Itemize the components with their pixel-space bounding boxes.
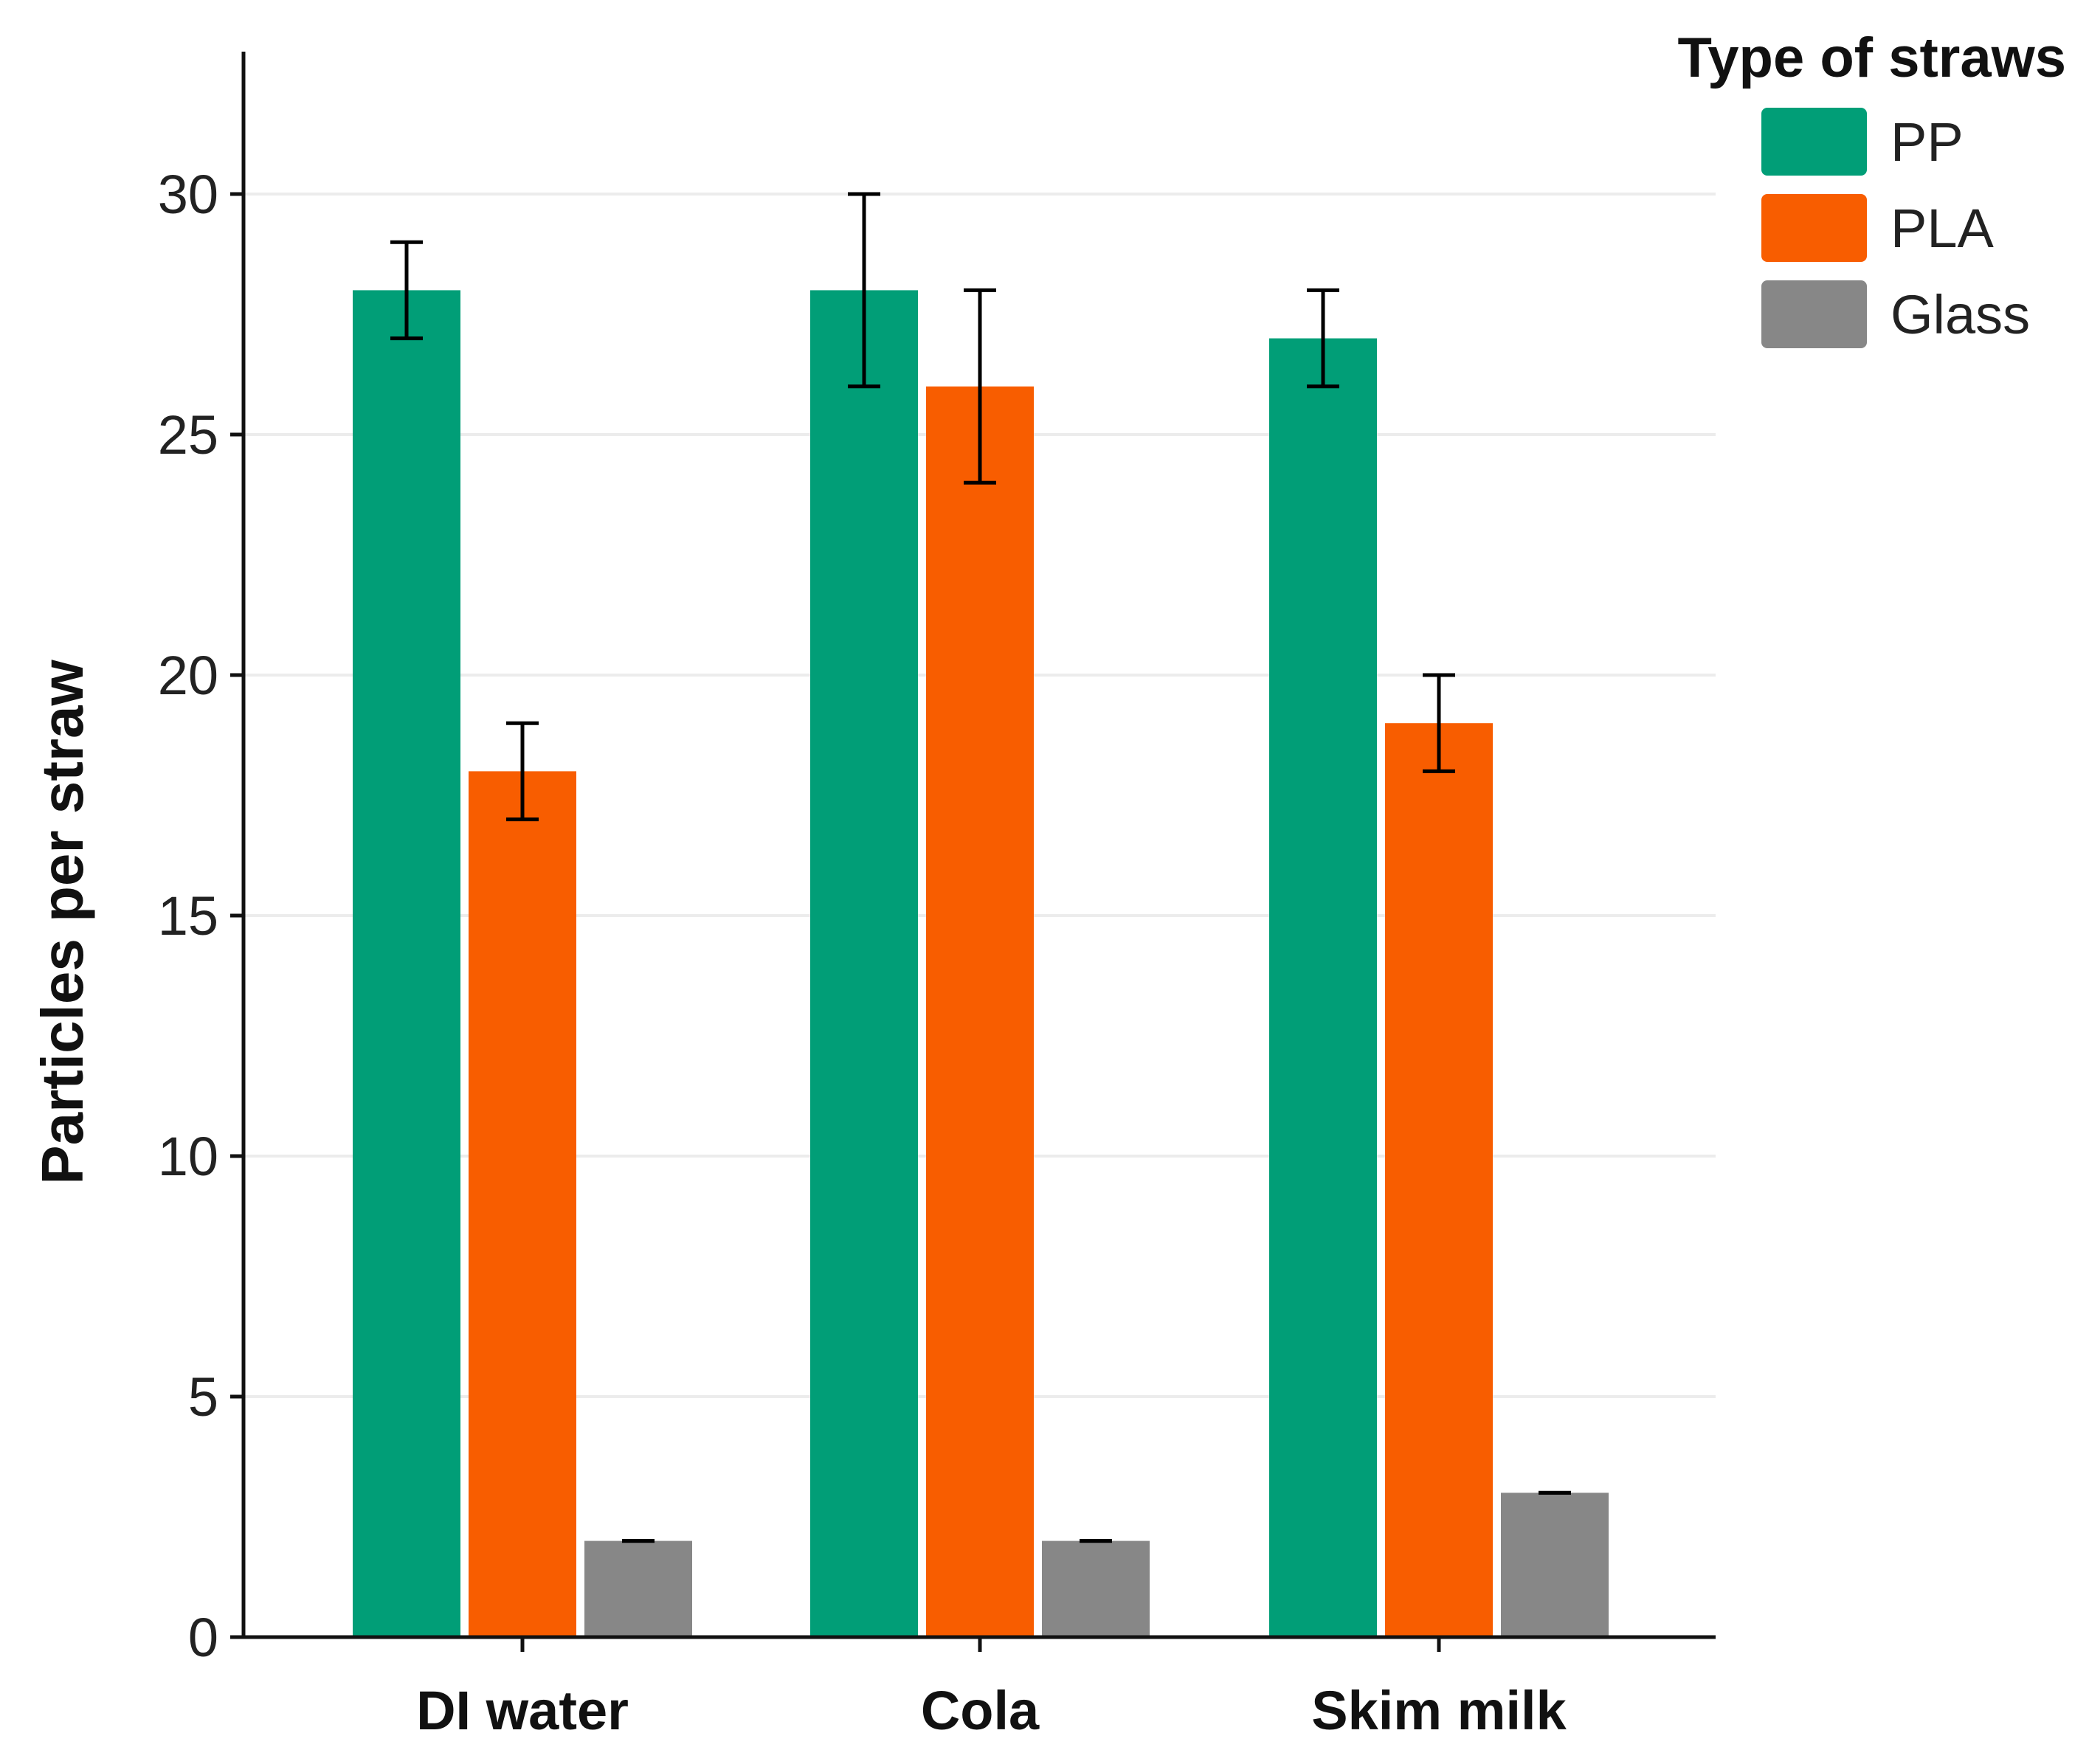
y-tick-label: 15 — [158, 885, 218, 947]
error-bar-pp-2 — [1307, 288, 1339, 389]
x-tick-labels: DI water Cola Skim milk — [416, 1680, 1567, 1741]
bar-pla-cola — [926, 386, 1034, 1637]
legend: Type of straws PP PLA Glass — [1677, 27, 2066, 348]
y-tick-labels: 0 5 10 15 20 25 30 — [158, 164, 218, 1668]
x-tick-label: Cola — [921, 1680, 1040, 1741]
bar-glass-skim-milk — [1501, 1493, 1609, 1637]
bar-pla-di-water — [469, 771, 576, 1637]
error-bars — [390, 192, 1571, 1543]
bar-glass-cola — [1042, 1540, 1150, 1637]
legend-swatch — [1761, 280, 1867, 348]
legend-label: PLA — [1891, 198, 1995, 259]
bar-pp-skim-milk — [1269, 338, 1377, 1638]
x-tick-label: DI water — [416, 1680, 629, 1741]
legend-swatch — [1761, 108, 1867, 176]
bar-pp-di-water — [353, 290, 460, 1637]
y-tick-label: 10 — [158, 1126, 218, 1187]
legend-swatch — [1761, 194, 1867, 262]
x-tick-label: Skim milk — [1311, 1680, 1567, 1741]
error-bar-pla-2 — [1423, 673, 1455, 773]
legend-title: Type of straws — [1677, 27, 2066, 89]
legend-label: Glass — [1891, 284, 2030, 345]
y-tick-label: 30 — [158, 164, 218, 225]
bar-pp-cola — [810, 290, 918, 1637]
legend-item-pp: PP — [1761, 108, 1964, 176]
bar-glass-di-water — [584, 1540, 692, 1637]
error-bar-pp-0 — [390, 240, 423, 341]
y-axis-title: Particles per straw — [30, 659, 95, 1184]
error-bar-pla-1 — [964, 288, 996, 485]
legend-label: PP — [1891, 111, 1964, 173]
legend-item-glass: Glass — [1761, 280, 2030, 348]
bar-pla-skim-milk — [1385, 723, 1493, 1638]
error-bar-pla-0 — [506, 721, 539, 822]
axes — [230, 52, 1716, 1652]
y-tick-label: 0 — [188, 1607, 218, 1668]
error-bar-pp-1 — [848, 192, 880, 389]
y-tick-label: 5 — [188, 1366, 218, 1428]
y-tick-label: 20 — [158, 645, 218, 706]
legend-item-pla: PLA — [1761, 194, 1995, 262]
bars — [353, 290, 1609, 1638]
y-tick-label: 25 — [158, 404, 218, 466]
